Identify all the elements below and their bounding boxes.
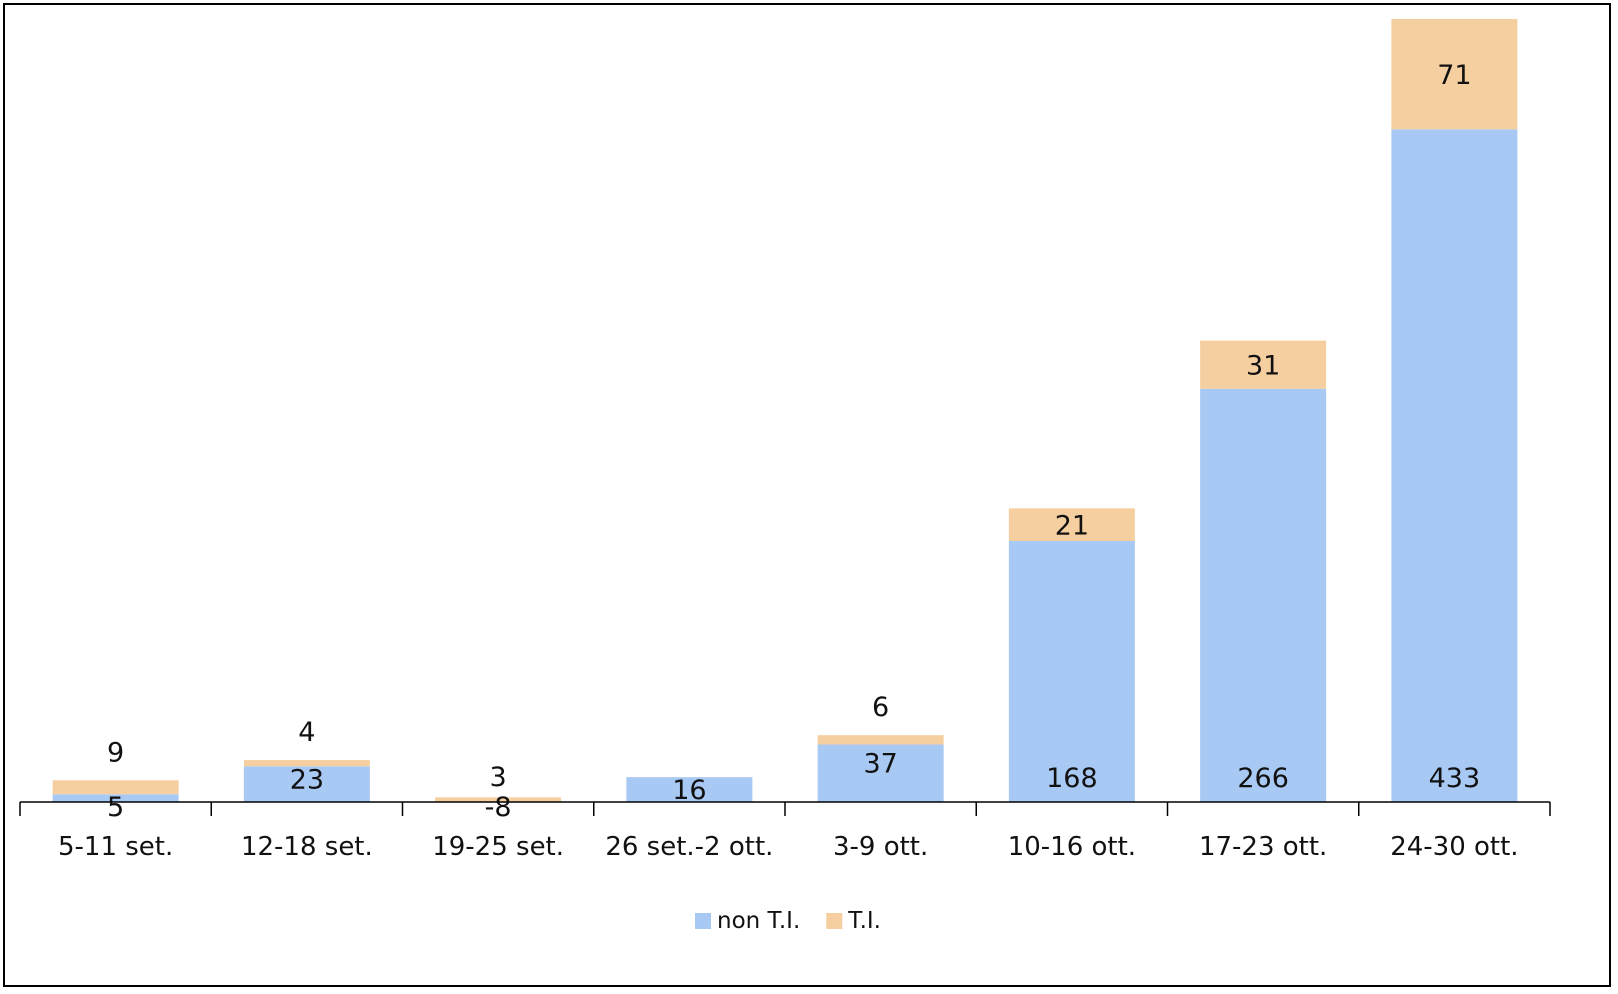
x-tick-label-2: 19-25 set. — [432, 832, 564, 862]
legend-label-1: T.I. — [847, 908, 881, 934]
x-tick-label-1: 12-18 set. — [241, 832, 373, 862]
x-tick-label-4: 3-9 ott. — [833, 832, 928, 862]
data-label-ti-1: 4 — [298, 717, 315, 748]
bar-ti-2 — [435, 797, 562, 802]
x-tick-labels: 5-11 set. 12-18 set. 19-25 set. 26 set.-2 o… — [58, 832, 1519, 862]
legend: non T.I. T.I. — [695, 908, 881, 934]
bar-non-ti-4 — [817, 744, 944, 802]
data-label-ti-6: 31 — [1246, 351, 1280, 382]
bars-layer — [52, 19, 1518, 802]
data-label-non-ti-2: -8 — [485, 792, 512, 823]
chart-frame: 5 9 23 4 -8 3 16 37 6 168 21 266 31 433 71 5-11 set. 12… — [3, 3, 1611, 987]
bar-ti-0 — [52, 780, 179, 795]
bar-ti-4 — [817, 735, 944, 745]
stacked-bar-chart: 5 9 23 4 -83 16 37 6 168 21 266 31 433 71 5-11 set. 12… — [19, 19, 1551, 934]
bar-ti-1 — [243, 760, 370, 767]
bar-non-ti-6 — [1200, 388, 1327, 802]
legend-label-0: non T.I. — [717, 908, 800, 934]
data-label-ti-2: 3 — [490, 762, 507, 793]
data-label-ti-4: 6 — [872, 692, 889, 723]
data-label-non-ti-3: 16 — [672, 775, 706, 806]
legend-swatch-0 — [695, 913, 711, 929]
data-label-non-ti-5: 168 — [1046, 763, 1098, 794]
bar-ti-7 — [1391, 19, 1518, 130]
x-tick-label-7: 24-30 ott. — [1390, 832, 1518, 862]
x-tick-label-3: 26 set.-2 ott. — [605, 832, 773, 862]
bar-ti-6 — [1200, 340, 1327, 389]
bar-non-ti-0 — [52, 794, 179, 802]
data-label-ti-0: 9 — [107, 737, 124, 768]
x-axis — [19, 801, 1551, 816]
data-label-non-ti-0: 5 — [107, 792, 124, 823]
data-label-non-ti-1: 23 — [290, 764, 324, 795]
x-tick-label-0: 5-11 set. — [58, 832, 173, 862]
data-label-non-ti-7: 433 — [1429, 763, 1481, 794]
x-tick-label-6: 17-23 ott. — [1199, 832, 1327, 862]
data-label-ti-7: 71 — [1437, 60, 1471, 91]
data-label-non-ti-4: 37 — [863, 749, 897, 780]
data-label-non-ti-6: 266 — [1237, 763, 1289, 794]
x-tick-label-5: 10-16 ott. — [1008, 832, 1136, 862]
bar-non-ti-7 — [1391, 129, 1518, 802]
data-labels-layer: 5 9 23 4 -83 16 37 6 168 21 266 31 433 71 — [107, 60, 1480, 823]
legend-swatch-1 — [826, 913, 843, 929]
bar-non-ti-5 — [1008, 541, 1135, 802]
bar-non-ti-1 — [243, 766, 370, 802]
data-label-ti-5: 21 — [1055, 511, 1089, 542]
bar-non-ti-3 — [626, 777, 753, 802]
bar-ti-5 — [1008, 508, 1135, 541]
